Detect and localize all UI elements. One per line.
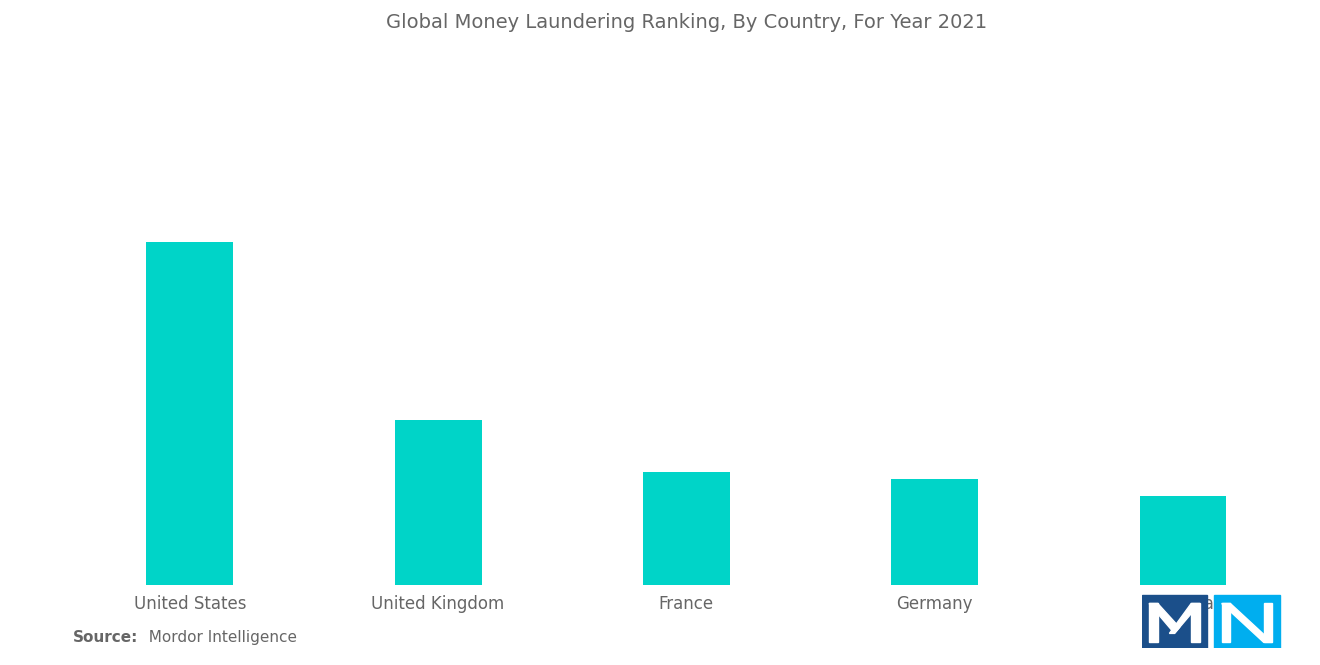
Polygon shape bbox=[1148, 604, 1158, 642]
Polygon shape bbox=[1148, 604, 1180, 633]
Text: Source:: Source: bbox=[73, 630, 139, 645]
Polygon shape bbox=[1142, 595, 1206, 648]
Polygon shape bbox=[1263, 604, 1272, 642]
Text: Mordor Intelligence: Mordor Intelligence bbox=[139, 630, 297, 645]
Bar bbox=[147, 242, 234, 585]
Polygon shape bbox=[1191, 604, 1200, 642]
Polygon shape bbox=[1222, 604, 1230, 642]
Title: Global Money Laundering Ranking, By Country, For Year 2021: Global Money Laundering Ranking, By Coun… bbox=[385, 13, 987, 32]
Polygon shape bbox=[1214, 595, 1280, 648]
Polygon shape bbox=[1222, 604, 1272, 642]
Bar bbox=[891, 479, 978, 585]
Bar bbox=[643, 472, 730, 585]
Bar bbox=[1139, 496, 1226, 585]
Polygon shape bbox=[1170, 604, 1200, 633]
Bar bbox=[395, 420, 482, 585]
